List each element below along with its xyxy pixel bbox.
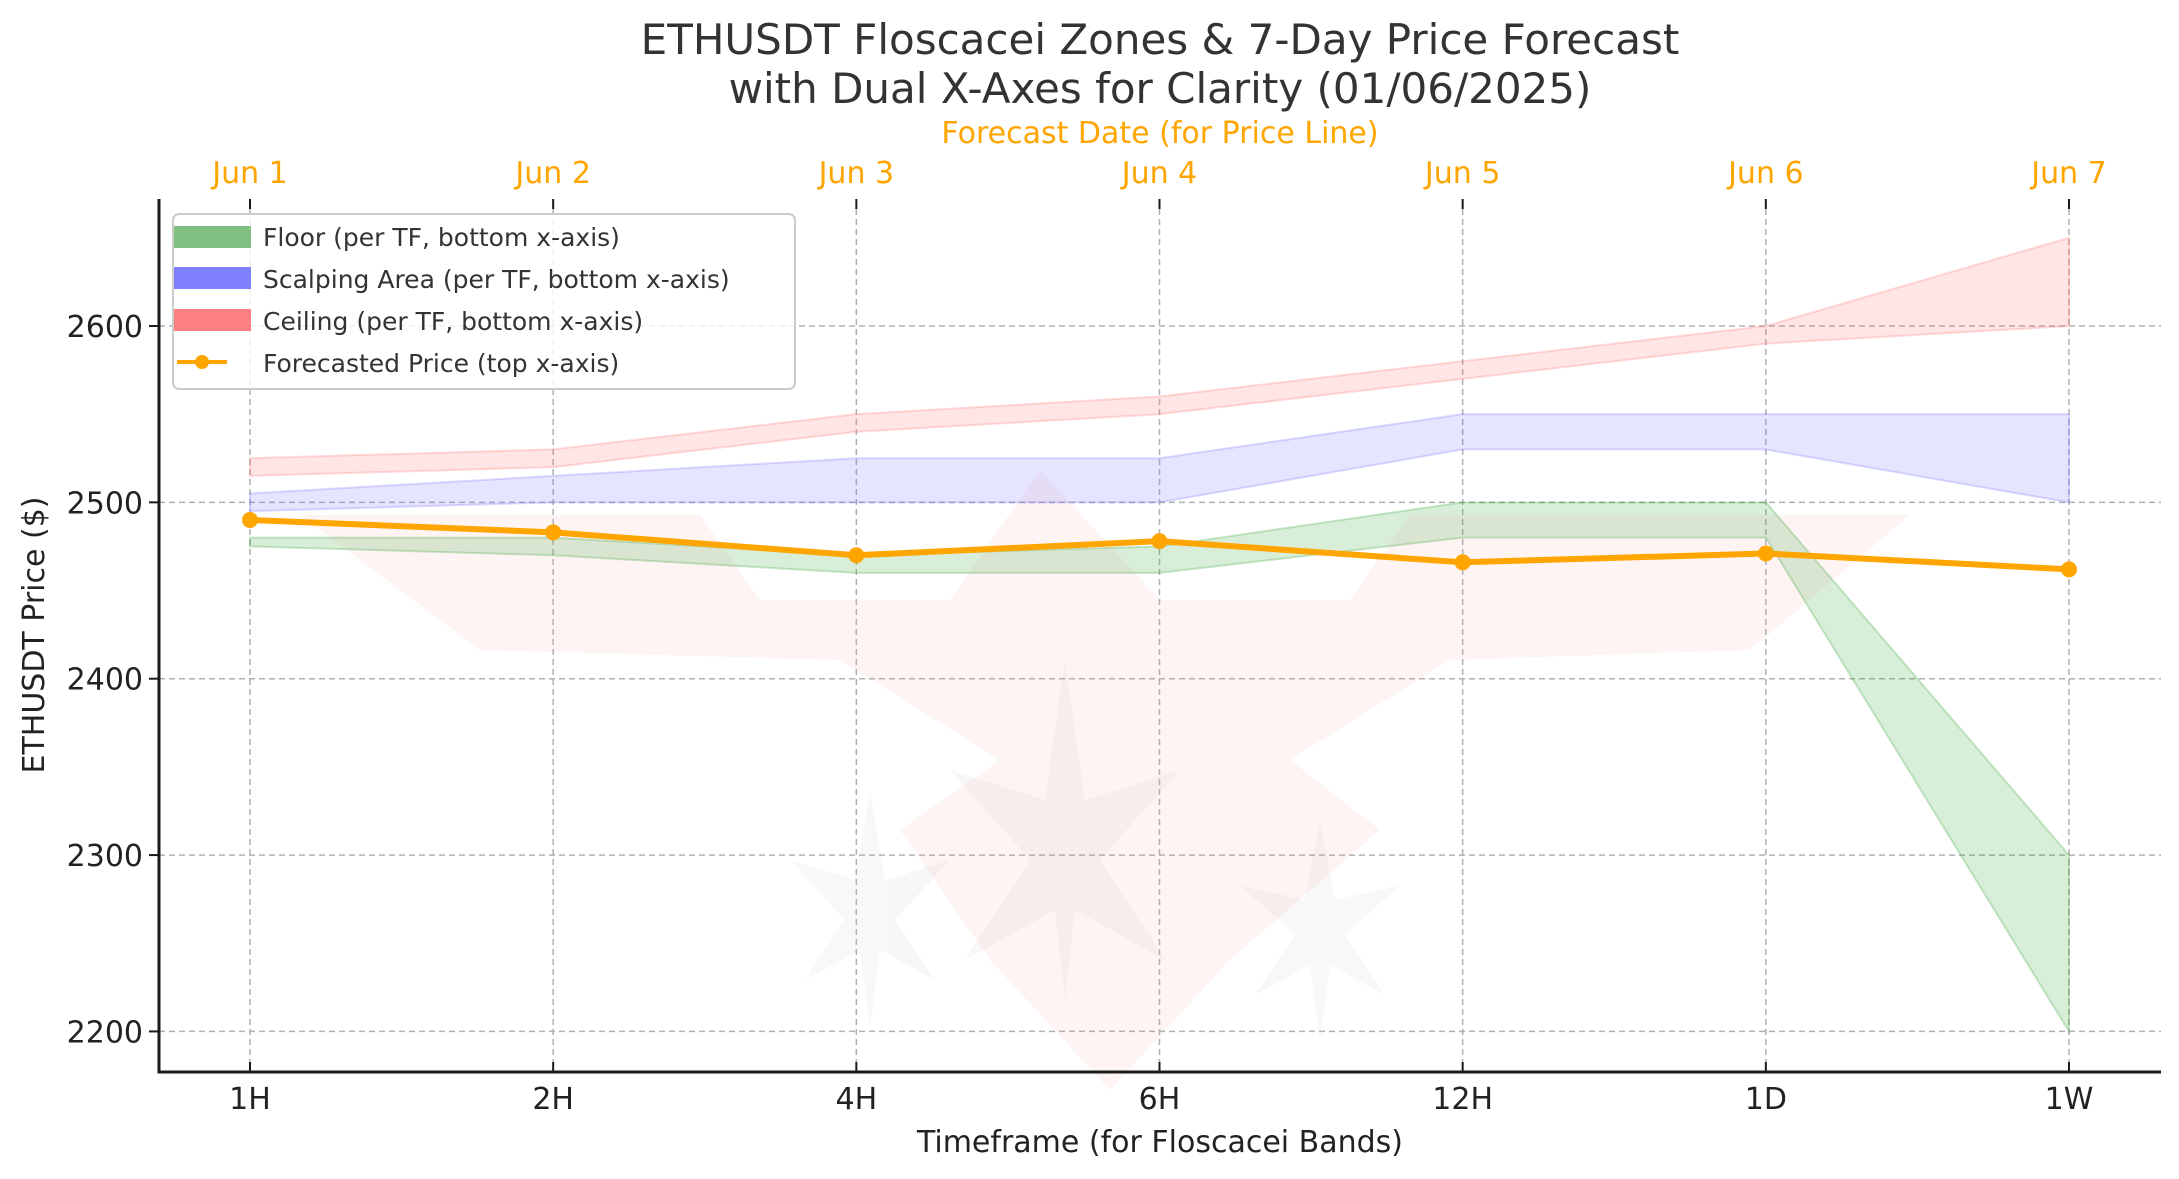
price-point — [545, 524, 562, 541]
legend-label-price: Forecasted Price (top x-axis) — [263, 349, 619, 378]
legend-swatch-scalping — [174, 267, 251, 289]
price-point — [1151, 533, 1168, 550]
x-tick-label: 4H — [836, 1082, 878, 1117]
y-tick-label: 2400 — [67, 663, 143, 698]
y-tick-label: 2500 — [67, 486, 143, 521]
band-ceiling — [249, 236, 2070, 477]
x-axis-label: Timeframe (for Floscacei Bands) — [916, 1125, 1403, 1160]
band-area — [249, 413, 2070, 513]
band-scalping-area — [249, 413, 2070, 513]
x-tick-label: 12H — [1432, 1082, 1493, 1117]
price-point — [242, 511, 258, 528]
watermark-stars — [790, 660, 1400, 1040]
legend-swatch-price-marker — [195, 355, 209, 369]
watermark-star-center — [950, 660, 1180, 1000]
legend-label-ceiling: Ceiling (per TF, bottom x-axis) — [263, 307, 643, 336]
legend-swatch-ceiling — [174, 309, 251, 331]
legend: Floor (per TF, bottom x-axis) Scalping A… — [172, 213, 796, 390]
legend-label-floor: Floor (per TF, bottom x-axis) — [263, 223, 620, 252]
top-x-tick-label: Jun 5 — [1423, 156, 1501, 191]
top-x-tick-label: Jun 1 — [210, 156, 288, 191]
watermark-star-left — [790, 790, 950, 1030]
x-tick-label: 1W — [2045, 1082, 2094, 1117]
watermark-emblem — [300, 470, 1910, 1090]
x-tick-label: 1H — [229, 1082, 271, 1117]
x-tick-label: 6H — [1139, 1082, 1181, 1117]
top-x-tick-label: Jun 7 — [2029, 156, 2107, 191]
x-tick-label: 1D — [1745, 1082, 1787, 1117]
top-x-ticks: Jun 1 Jun 2 Jun 3 Jun 4 Jun 5 Jun 6 Jun 7 — [210, 156, 2107, 209]
y-axis-label: ETHUSDT Price ($) — [17, 496, 52, 773]
top-x-tick-label: Jun 2 — [513, 156, 591, 191]
legend-label-scalping: Scalping Area (per TF, bottom x-axis) — [263, 265, 730, 294]
x-tick-label: 2H — [532, 1082, 574, 1117]
watermark-wings — [300, 470, 1910, 1090]
top-x-axis-label: Forecast Date (for Price Line) — [941, 116, 1378, 151]
chart-title-line-1: ETHUSDT Floscacei Zones & 7-Day Price Fo… — [641, 15, 1680, 64]
y-tick-label: 2200 — [67, 1015, 143, 1050]
y-tick-label: 2600 — [67, 310, 143, 345]
band-area — [249, 236, 2070, 477]
top-x-tick-label: Jun 3 — [817, 156, 895, 191]
top-x-tick-label: Jun 4 — [1120, 156, 1198, 191]
x-ticks: 1H 2H 4H 6H 12H 1D 1W — [229, 1062, 2093, 1117]
watermark-star-right — [1240, 820, 1400, 1040]
forecast-price-series — [242, 511, 2077, 578]
y-tick-label: 2300 — [67, 839, 143, 874]
price-point — [848, 547, 865, 564]
price-point — [1454, 554, 1471, 571]
legend-swatch-floor — [174, 226, 251, 248]
price-point — [1757, 545, 1774, 562]
legend-frame — [172, 213, 796, 390]
price-point — [2061, 561, 2077, 578]
y-ticks: 2200 2300 2400 2500 2600 — [67, 310, 159, 1050]
chart-title-line-2: with Dual X-Axes for Clarity (01/06/2025… — [729, 64, 1592, 113]
top-x-tick-label: Jun 6 — [1726, 156, 1804, 191]
